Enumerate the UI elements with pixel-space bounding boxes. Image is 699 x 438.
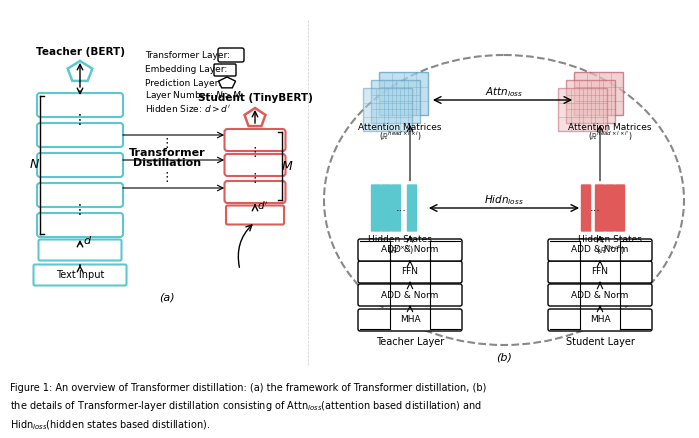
Text: ⋮: ⋮ [161,172,173,184]
FancyBboxPatch shape [37,153,123,177]
Polygon shape [219,77,236,88]
Text: ADD & Norm: ADD & Norm [382,290,439,300]
Text: FFN: FFN [591,268,609,276]
FancyBboxPatch shape [559,88,607,131]
FancyBboxPatch shape [358,261,462,283]
FancyBboxPatch shape [371,185,380,231]
FancyBboxPatch shape [37,123,123,147]
FancyBboxPatch shape [596,185,605,231]
Text: ⋮: ⋮ [249,172,261,185]
FancyBboxPatch shape [382,185,391,231]
Text: $d'$: $d'$ [257,200,268,212]
FancyBboxPatch shape [224,154,285,176]
Text: Transformer Layer:: Transformer Layer: [145,50,230,60]
FancyBboxPatch shape [616,185,624,231]
FancyBboxPatch shape [224,181,285,203]
FancyBboxPatch shape [575,73,624,116]
FancyBboxPatch shape [566,81,616,124]
Text: ADD & Norm: ADD & Norm [571,290,628,300]
Text: ...: ... [396,203,406,213]
Text: Embedding Layer:: Embedding Layer: [145,66,227,74]
Text: Hidden States: Hidden States [368,236,432,244]
Text: Hidden Size: $d > d'$: Hidden Size: $d > d'$ [145,103,231,114]
Text: Layer Number: $N > M$: Layer Number: $N > M$ [145,89,243,102]
Text: ⋮: ⋮ [73,113,87,127]
FancyBboxPatch shape [358,309,462,331]
Text: Teacher Layer: Teacher Layer [376,337,444,347]
Polygon shape [68,61,92,81]
Text: Hidden States: Hidden States [578,236,642,244]
Text: $d$: $d$ [83,234,92,246]
Text: $(\mathbb{R}^{head \times l \times l})$: $(\mathbb{R}^{head \times l \times l})$ [379,129,421,143]
FancyBboxPatch shape [218,48,244,62]
Text: (a): (a) [159,293,175,303]
FancyBboxPatch shape [548,284,652,306]
Polygon shape [245,108,266,126]
FancyBboxPatch shape [391,185,401,231]
Text: Attention Matrices: Attention Matrices [359,123,442,131]
Text: Attention Matrices: Attention Matrices [568,123,651,131]
FancyBboxPatch shape [37,213,123,237]
Text: Attn$_{loss}$: Attn$_{loss}$ [485,85,523,99]
Text: FFN: FFN [401,268,419,276]
Text: Teacher (BERT): Teacher (BERT) [36,47,124,57]
Text: $(\mathbb{R}^{head \times l \times l'})$: $(\mathbb{R}^{head \times l \times l'})$ [588,129,632,143]
FancyBboxPatch shape [34,265,127,286]
FancyBboxPatch shape [226,205,284,225]
FancyBboxPatch shape [363,88,412,131]
Text: $M$: $M$ [281,159,293,173]
Text: ADD & Norm: ADD & Norm [382,246,439,254]
Text: Student Layer: Student Layer [565,337,635,347]
FancyBboxPatch shape [582,185,591,231]
FancyBboxPatch shape [548,261,652,283]
FancyBboxPatch shape [38,240,122,261]
Text: MHA: MHA [590,315,610,325]
Text: ⋮: ⋮ [161,137,173,149]
Text: Transformer: Transformer [129,148,206,158]
Text: Figure 1: An overview of Transformer distillation: (a) the framework of Transfor: Figure 1: An overview of Transformer dis… [10,383,487,432]
Text: Student (TinyBERT): Student (TinyBERT) [198,93,312,103]
FancyBboxPatch shape [224,129,285,151]
FancyBboxPatch shape [214,64,236,76]
Text: Hidn$_{loss}$: Hidn$_{loss}$ [484,193,524,207]
Text: Prediction Layer:: Prediction Layer: [145,78,221,88]
FancyBboxPatch shape [605,185,614,231]
FancyBboxPatch shape [358,239,462,261]
Text: (b): (b) [496,353,512,363]
Text: ADD & Norm: ADD & Norm [571,246,628,254]
Text: MHA: MHA [400,315,420,325]
Text: ...: ... [589,203,600,213]
FancyBboxPatch shape [548,239,652,261]
Text: $(\mathbb{R}^{l \times d'})$: $(\mathbb{R}^{l \times d'})$ [596,243,624,257]
Text: Distillation: Distillation [133,158,201,168]
Text: $N$: $N$ [29,159,41,172]
Text: $(\mathbb{R}^{l \times d})$: $(\mathbb{R}^{l \times d})$ [387,243,413,257]
Text: ⋮: ⋮ [73,203,87,217]
Text: ⋮: ⋮ [249,146,261,159]
FancyBboxPatch shape [37,183,123,207]
FancyBboxPatch shape [358,284,462,306]
FancyBboxPatch shape [408,185,417,231]
FancyBboxPatch shape [371,81,421,124]
FancyBboxPatch shape [37,93,123,117]
FancyBboxPatch shape [548,309,652,331]
Text: Text Input: Text Input [56,270,104,280]
FancyBboxPatch shape [380,73,428,116]
